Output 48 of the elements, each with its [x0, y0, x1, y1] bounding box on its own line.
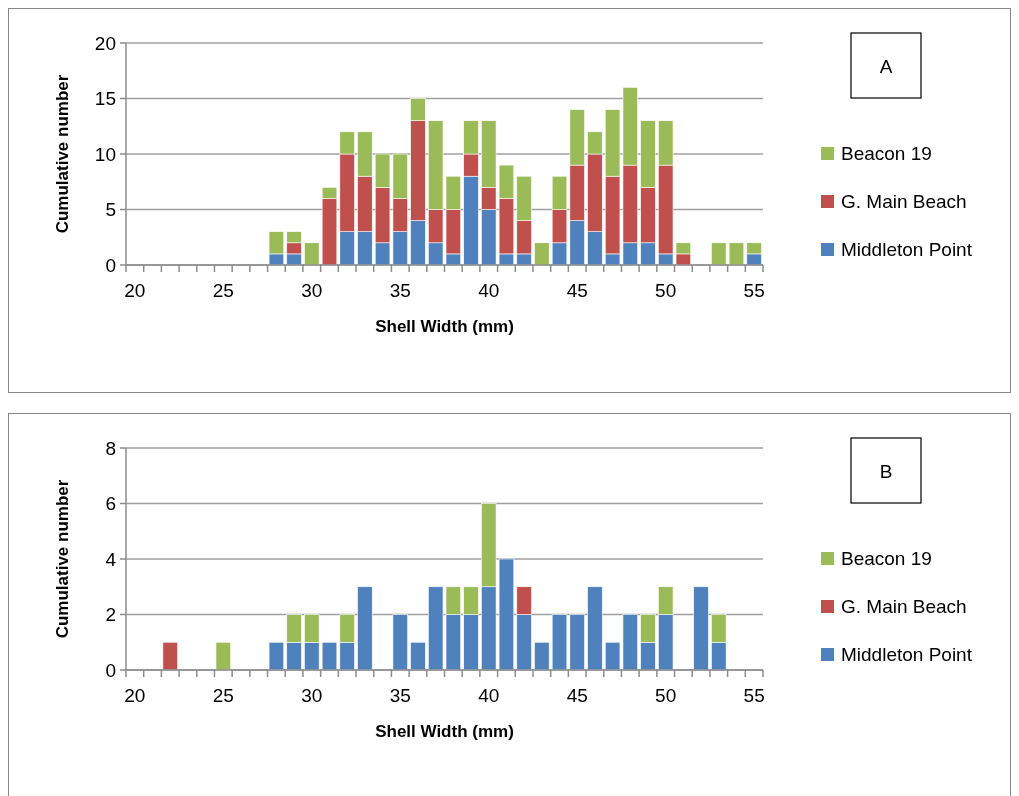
x-tick-label: 20	[124, 685, 146, 706]
legend-label: Middleton Point	[841, 643, 973, 665]
x-tick-label: 25	[212, 685, 234, 706]
text: A	[879, 55, 893, 77]
x-axis-title: Shell Width (mm)	[375, 722, 514, 741]
bar	[534, 242, 550, 266]
y-axis-title: Cumulative number	[53, 479, 72, 639]
bar	[357, 586, 373, 671]
legend-label: Middleton Point	[841, 238, 973, 260]
x-tick-label: 35	[389, 280, 411, 301]
y-tick-label: 0	[105, 659, 116, 681]
x-tick-label: 20	[124, 280, 146, 301]
legend-label: Beacon 19	[841, 547, 932, 569]
bar	[410, 641, 426, 671]
x-tick-label: 35	[389, 685, 411, 706]
x-tick-label: 25	[212, 280, 234, 301]
y-tick-label: 6	[105, 493, 116, 515]
bar	[268, 641, 285, 671]
y-tick-label: 4	[105, 548, 117, 570]
x-tick-label: 55	[743, 685, 765, 706]
y-tick-label: 20	[94, 32, 116, 54]
y-tick-label: 0	[105, 254, 116, 276]
y-tick-label: 10	[94, 143, 116, 165]
y-axis-title: Cumulative number	[53, 74, 72, 234]
x-tick-label: 45	[566, 280, 588, 301]
text: B	[879, 460, 893, 482]
bar	[215, 641, 231, 671]
x-axis-title: Shell Width (mm)	[375, 317, 514, 336]
x-tick-label: 55	[743, 280, 765, 301]
bar	[392, 614, 408, 671]
y-tick-label: 15	[94, 88, 116, 110]
legend-label: G. Main Beach	[841, 595, 967, 617]
x-tick-label: 45	[566, 685, 588, 706]
x-tick-label: 30	[301, 280, 323, 301]
bar	[693, 586, 709, 671]
bar	[534, 641, 550, 671]
y-tick-label: 8	[105, 437, 116, 459]
legend-label: G. Main Beach	[841, 190, 967, 212]
y-tick-label: 2	[105, 604, 116, 626]
x-tick-label: 30	[301, 685, 323, 706]
bar	[587, 586, 603, 671]
y-tick-label: 5	[105, 199, 116, 221]
legend-label: Beacon 19	[841, 142, 932, 164]
x-tick-label: 50	[655, 280, 677, 301]
x-tick-label: 50	[655, 685, 677, 706]
bar	[162, 641, 178, 671]
x-tick-label: 40	[478, 280, 500, 301]
x-tick-label: 40	[478, 685, 500, 706]
